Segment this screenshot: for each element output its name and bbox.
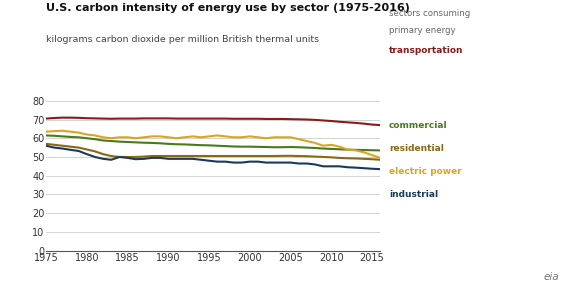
Text: kilograms carbon dioxide per million British thermal units: kilograms carbon dioxide per million Bri… — [46, 35, 319, 43]
Text: transportation: transportation — [389, 46, 463, 55]
Text: industrial: industrial — [389, 190, 438, 199]
Text: primary energy: primary energy — [389, 26, 456, 35]
Text: sectors consuming: sectors consuming — [389, 9, 470, 18]
Text: eia: eia — [543, 272, 559, 282]
Text: U.S. carbon intensity of energy use by sector (1975-2016): U.S. carbon intensity of energy use by s… — [46, 3, 410, 13]
Text: residential: residential — [389, 144, 444, 153]
Text: commercial: commercial — [389, 121, 448, 130]
Text: electric power: electric power — [389, 167, 461, 176]
